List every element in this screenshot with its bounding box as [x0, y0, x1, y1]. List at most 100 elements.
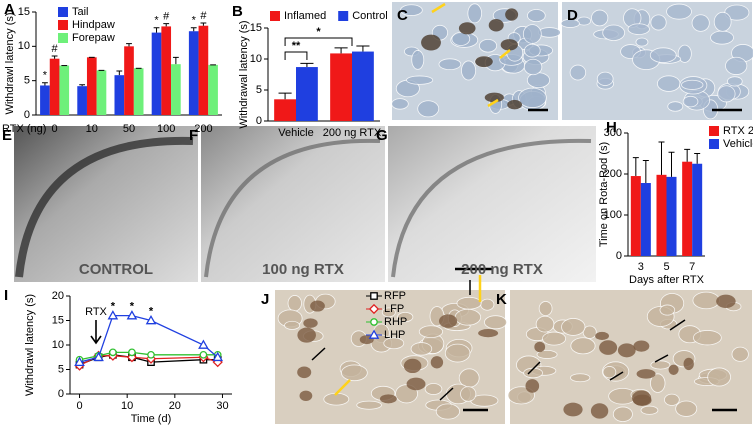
stained-cell — [590, 403, 609, 419]
cell — [717, 85, 736, 103]
point — [370, 318, 378, 326]
x-tick-label: 10 — [121, 400, 133, 412]
stained-cell — [475, 56, 493, 68]
arrow — [439, 387, 454, 401]
stained-cell — [716, 294, 736, 308]
bar — [133, 68, 144, 115]
panel-label: C — [397, 7, 408, 24]
error-bar — [694, 153, 701, 164]
cell — [406, 75, 434, 85]
point — [126, 310, 138, 320]
bar — [86, 57, 97, 115]
stained-cell — [683, 357, 694, 371]
bar — [198, 25, 209, 115]
y-tick-label: 15 — [250, 22, 262, 34]
cell — [602, 366, 617, 379]
x-axis-label: Time (d) — [131, 413, 172, 425]
significance-marker: # — [200, 10, 207, 22]
cell — [484, 315, 508, 330]
error-bar — [642, 159, 649, 184]
panel-label: I — [4, 287, 8, 304]
error-bar — [42, 82, 48, 86]
significance-label: * — [316, 26, 321, 38]
stained-cell — [505, 8, 519, 21]
error-bar — [200, 22, 207, 26]
arrow — [499, 49, 511, 59]
error-bar — [300, 62, 314, 68]
panel-label: A — [4, 1, 15, 18]
cell — [650, 360, 671, 370]
significance-marker: * — [149, 305, 154, 317]
bar — [682, 161, 693, 256]
legend-label: LFP — [384, 303, 404, 315]
bar — [630, 176, 641, 256]
cell — [383, 337, 405, 350]
y-axis-label: Withdrawl latency (s) — [24, 294, 36, 396]
dorsal-horn-edge — [391, 138, 592, 278]
error-bar — [79, 84, 86, 87]
point — [128, 348, 136, 357]
cell — [635, 37, 649, 47]
arrow — [311, 347, 326, 361]
significance-marker: * — [111, 301, 116, 313]
error-bar — [658, 141, 665, 175]
stained-cell — [406, 377, 426, 391]
significance-marker: # — [52, 43, 59, 55]
cell — [725, 56, 748, 75]
cell — [340, 364, 368, 382]
legend-swatch — [338, 11, 349, 21]
error-bar — [334, 47, 348, 54]
panel-label: E — [2, 127, 12, 144]
cell — [657, 75, 681, 92]
legend-label: Forepaw — [72, 32, 115, 44]
significance-label: ** — [292, 40, 301, 52]
x-tick-label: 3 — [638, 261, 644, 273]
cell — [438, 58, 462, 71]
cell — [537, 27, 561, 38]
stained-cell — [668, 364, 679, 375]
cell — [627, 23, 650, 35]
stained-cell — [599, 340, 618, 355]
stained-cell — [632, 390, 652, 406]
stained-cell — [636, 369, 656, 379]
legend-label: Inflamed — [284, 10, 326, 22]
cell — [682, 95, 699, 108]
bar — [656, 174, 667, 256]
cell — [560, 18, 580, 28]
cell — [561, 318, 586, 336]
bar — [96, 70, 107, 115]
cell — [480, 298, 495, 311]
error-bar — [278, 92, 292, 100]
y-tick-label: 0 — [24, 109, 30, 121]
bar — [151, 32, 162, 115]
stained-cell — [403, 358, 422, 374]
stained-cell — [478, 328, 499, 338]
cell — [664, 393, 680, 406]
point — [147, 350, 155, 359]
bar — [49, 58, 60, 115]
cell — [454, 308, 482, 326]
bar — [124, 46, 134, 116]
y-tick-label: 100 — [604, 209, 622, 221]
point — [368, 329, 380, 339]
error-bar — [632, 157, 639, 177]
arrow — [609, 371, 624, 381]
point — [212, 351, 224, 362]
cell — [707, 367, 731, 387]
legend-label: LHP — [384, 329, 405, 341]
legend-label: Tail — [72, 6, 89, 18]
legend-label: RTX 200 ng — [723, 125, 753, 137]
significance-bracket — [284, 37, 353, 46]
stained-cell — [310, 300, 325, 312]
cell — [570, 337, 596, 355]
cell — [397, 311, 414, 323]
annotation-arrow — [90, 320, 102, 345]
image-caption: CONTROL — [79, 261, 153, 278]
x-tick-label: 0 — [52, 123, 58, 135]
legend-swatch — [58, 7, 68, 17]
bar — [59, 65, 70, 115]
cell — [650, 14, 667, 31]
bar — [171, 64, 181, 115]
cell — [640, 405, 659, 415]
